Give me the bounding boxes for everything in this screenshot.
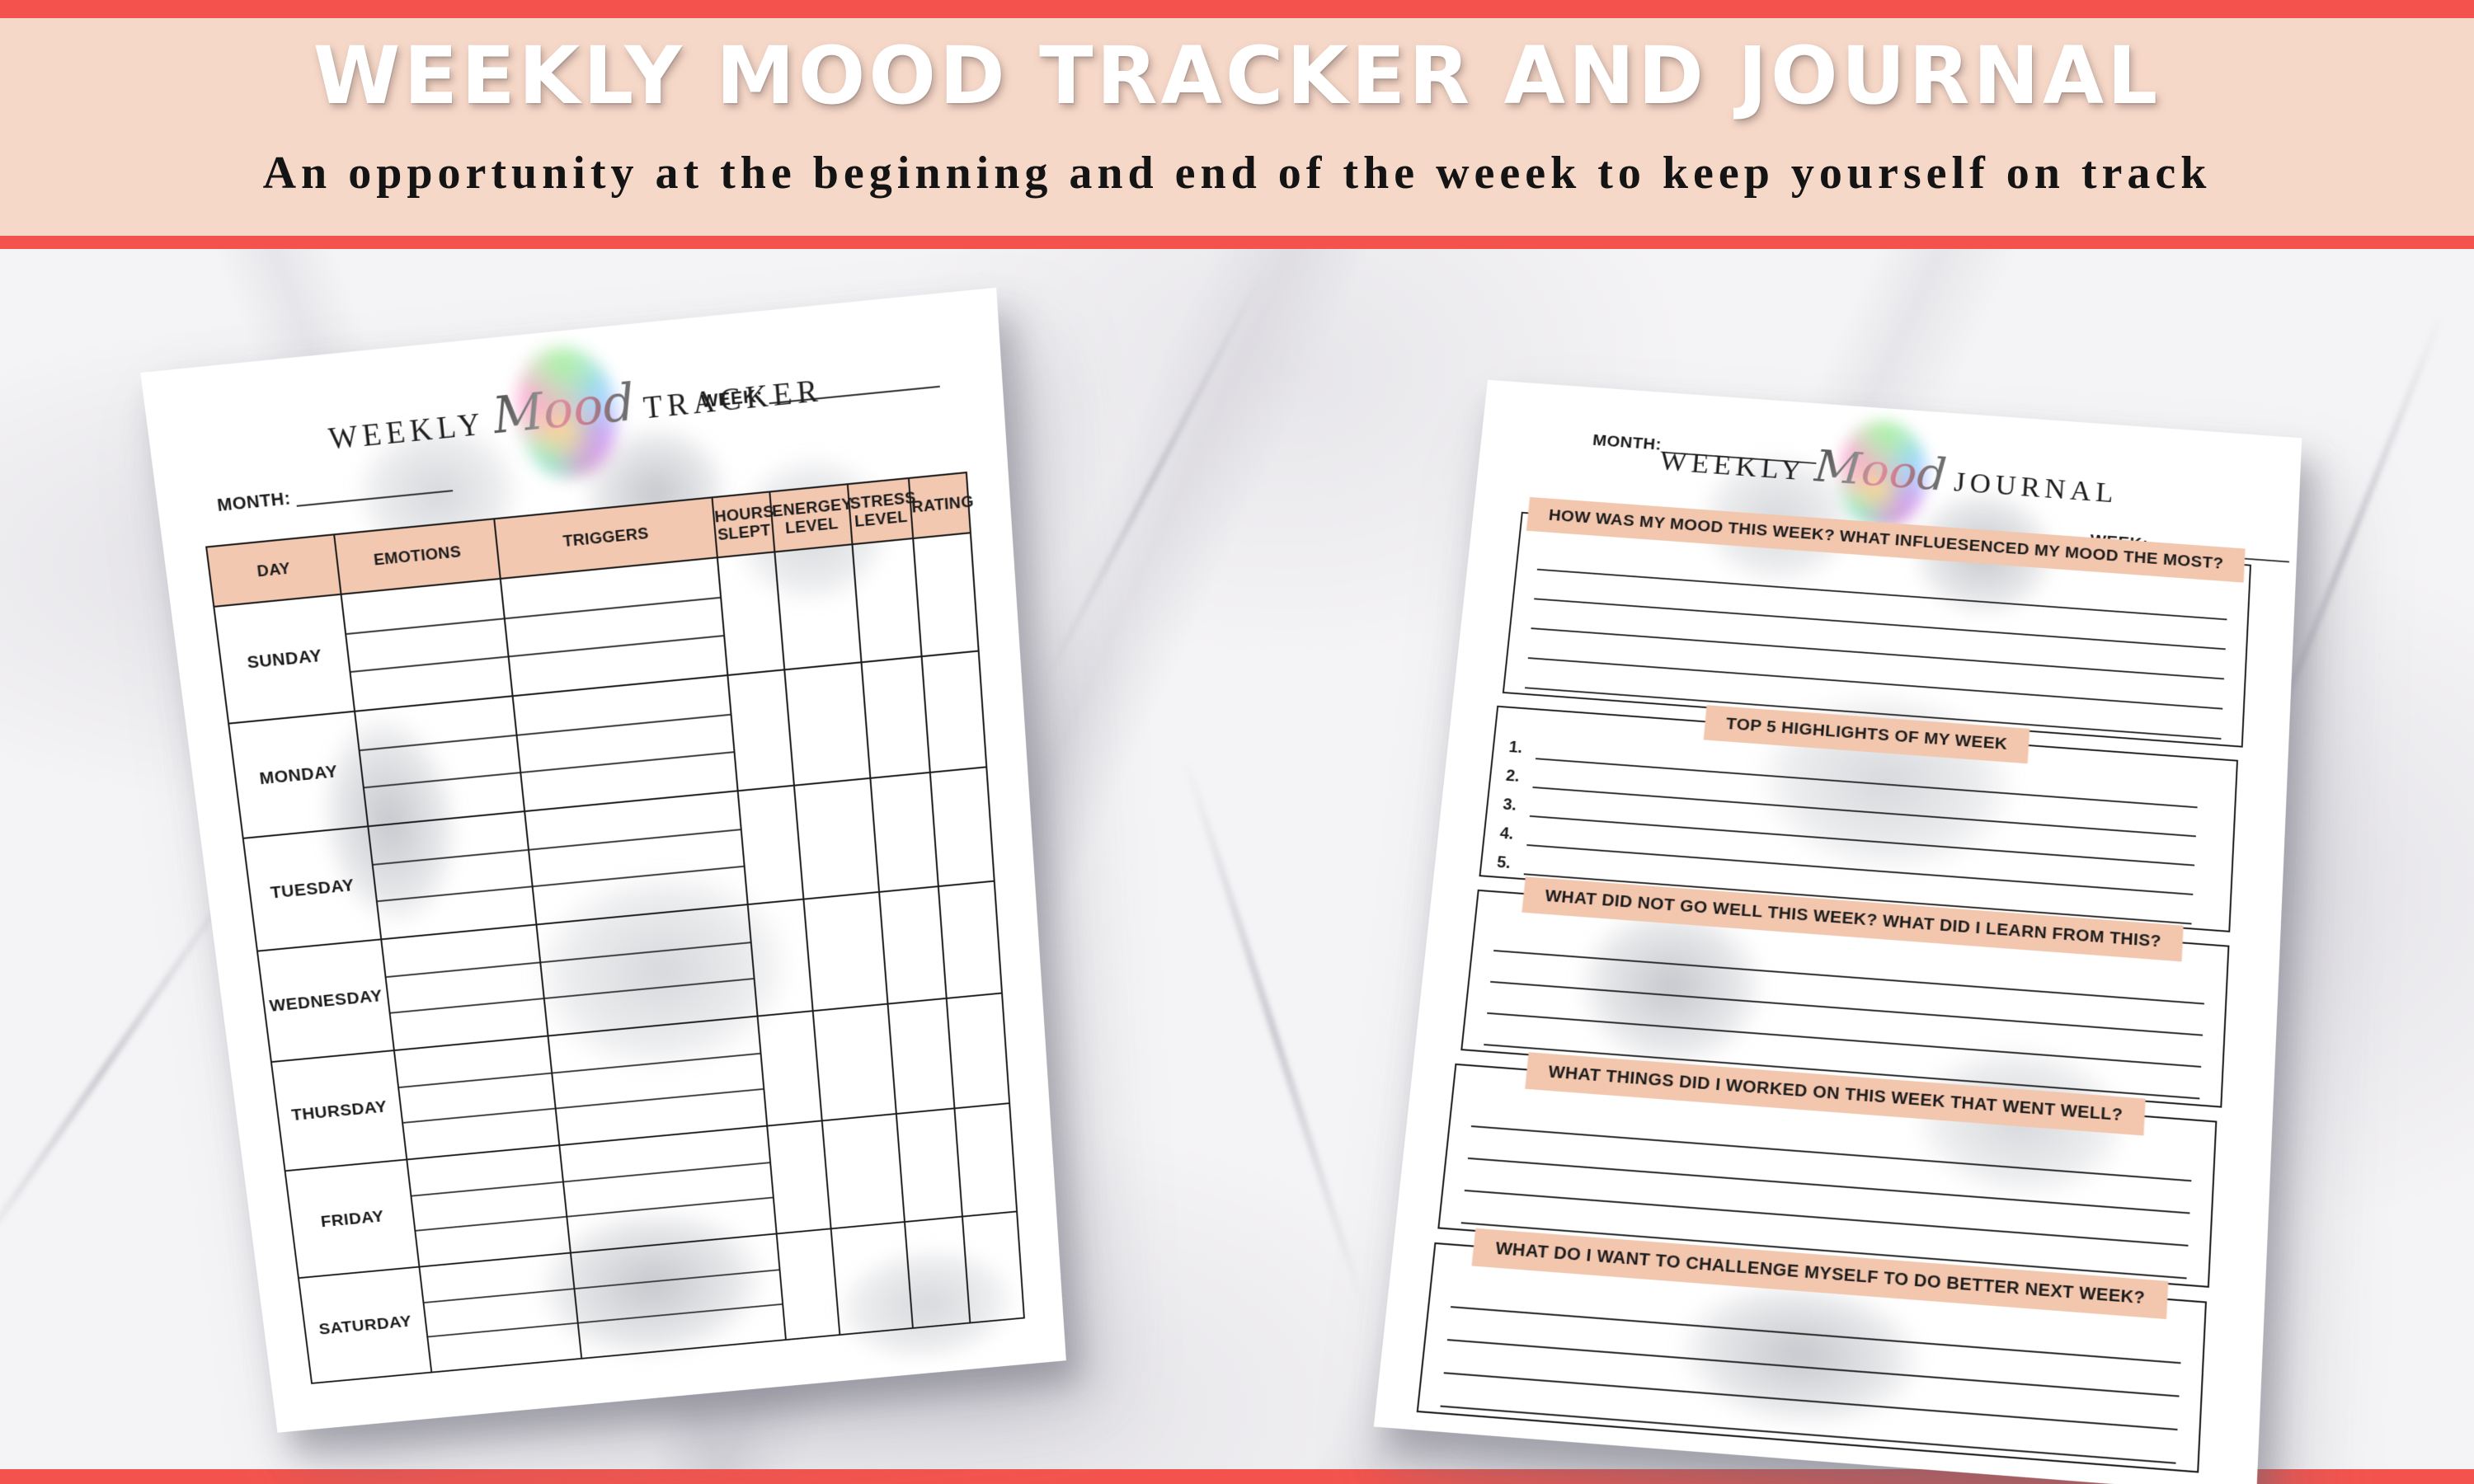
- top-red-bar: [0, 0, 2474, 18]
- energy-level-cell: [774, 544, 862, 670]
- mood-table: DAY EMOTIONS TRIGGERS HOURS SLEPT ENERGE…: [205, 472, 1025, 1384]
- energy-level-cell: [803, 891, 888, 1012]
- writing-line: [1470, 1125, 2192, 1182]
- footer-red-bar: [0, 1469, 2474, 1484]
- energy-level-cell: [830, 1222, 913, 1336]
- stress-level-cell: [887, 998, 955, 1114]
- marble-vein: [0, 866, 247, 1277]
- writing-line: [1535, 758, 2198, 809]
- journal-page: WEEKLY Mood JOURNAL MONTH: WEEK: HOW WAS…: [1373, 379, 2302, 1484]
- writing-line: [1490, 980, 2204, 1036]
- emotions-cell: [368, 811, 537, 940]
- emotions-cell: [355, 696, 525, 827]
- emotions-cell: [419, 1252, 582, 1373]
- marble-vein: [1042, 273, 1265, 683]
- journal-section-challenge-next-week: WHAT DO I WANT TO CHALLENGE MYSELF TO DO…: [1416, 1228, 2208, 1473]
- stress-level-cell: [904, 1216, 971, 1328]
- day-cell: MONDAY: [228, 711, 369, 838]
- emotions-cell: [407, 1145, 571, 1267]
- writing-line: [1440, 1405, 2176, 1464]
- rating-cell: [954, 1103, 1018, 1217]
- writing-line: [1532, 786, 2196, 838]
- hours-slept-cell: [727, 669, 794, 791]
- col-header-rating: RATING: [908, 472, 974, 539]
- day-cell: THURSDAY: [270, 1050, 407, 1172]
- writing-line: [1467, 1157, 2190, 1214]
- triggers-cell: [512, 675, 738, 812]
- triggers-cell: [536, 904, 758, 1036]
- writing-line: [1450, 1306, 2181, 1364]
- triggers-cell: [524, 791, 748, 925]
- tracker-page: WEEKLY Mood TRACKER MONTH: WEEK: DAY EMO…: [140, 287, 1066, 1433]
- energy-level-cell: [784, 662, 871, 786]
- writing-line: [1443, 1372, 2178, 1431]
- day-cell: SATURDAY: [298, 1266, 432, 1383]
- stress-level-cell: [861, 656, 930, 778]
- writing-line: [1534, 598, 2226, 650]
- hours-slept-cell: [776, 1228, 840, 1341]
- hours-slept-cell: [757, 1011, 822, 1126]
- rating-cell: [929, 767, 995, 887]
- hours-slept-cell: [767, 1120, 831, 1234]
- triggers-cell: [559, 1125, 777, 1253]
- rating-cell: [946, 993, 1010, 1109]
- writing-line: [1531, 627, 2224, 680]
- journal-section-mood-this-week: HOW WAS MY MOOD THIS WEEK? WHAT INFLUESE…: [1502, 496, 2251, 748]
- stress-level-cell: [879, 886, 947, 1004]
- line-number: 3.: [1502, 796, 1518, 815]
- stress-level-cell: [896, 1108, 962, 1223]
- line-number: 1.: [1507, 738, 1524, 757]
- marble-vein: [1181, 754, 1366, 1307]
- energy-level-cell: [821, 1113, 905, 1229]
- energy-level-cell: [812, 1003, 896, 1121]
- energy-level-cell: [793, 777, 880, 899]
- writing-line: [1536, 568, 2227, 621]
- tracker-title-page: TRACKER: [642, 372, 825, 425]
- col-header-energy-level: ENERGEY LEVEL: [769, 484, 854, 552]
- writing-line: [1493, 950, 2204, 1005]
- writing-line: [1446, 1339, 2180, 1397]
- triggers-cell: [500, 557, 728, 697]
- triggers-cell: [548, 1016, 768, 1146]
- writing-line: [1529, 815, 2195, 866]
- banner-title: WEEKLY MOOD TRACKER AND JOURNAL: [313, 30, 2161, 122]
- col-header-hours-slept: HOURS SLEPT: [712, 491, 774, 558]
- col-header-stress-level: STRESS LEVEL: [847, 477, 917, 545]
- day-cell: SUNDAY: [214, 594, 355, 724]
- rating-cell: [938, 881, 1003, 998]
- line-number: 5.: [1496, 853, 1512, 872]
- hours-slept-cell: [747, 899, 813, 1017]
- tracker-title-mood: Mood: [489, 372, 637, 446]
- stress-level-cell: [870, 772, 938, 892]
- line-number: 4.: [1498, 824, 1515, 843]
- stress-level-cell: [852, 538, 922, 663]
- writing-line: [1527, 657, 2223, 710]
- banner-subtitle: An opportunity at the beginning and end …: [262, 148, 2212, 199]
- line-number: 2.: [1505, 767, 1521, 786]
- month-label: MONTH:: [215, 488, 292, 516]
- emotions-cell: [341, 578, 513, 711]
- day-cell: TUESDAY: [242, 826, 382, 951]
- triggers-cell: [570, 1233, 786, 1359]
- day-cell: FRIDAY: [285, 1159, 420, 1279]
- journal-title-mood: Mood: [1812, 439, 1949, 501]
- header-banner: WEEKLY MOOD TRACKER AND JOURNAL An oppor…: [0, 0, 2474, 247]
- rating-cell: [913, 533, 979, 657]
- day-cell: WEDNESDAY: [256, 939, 394, 1063]
- banner-bottom-red-bar: [0, 236, 2474, 249]
- emotions-cell: [381, 924, 548, 1051]
- rating-cell: [921, 650, 987, 773]
- hours-slept-cell: [737, 785, 804, 905]
- emotions-cell: [393, 1036, 560, 1160]
- rating-cell: [962, 1211, 1024, 1323]
- hours-slept-cell: [717, 552, 785, 676]
